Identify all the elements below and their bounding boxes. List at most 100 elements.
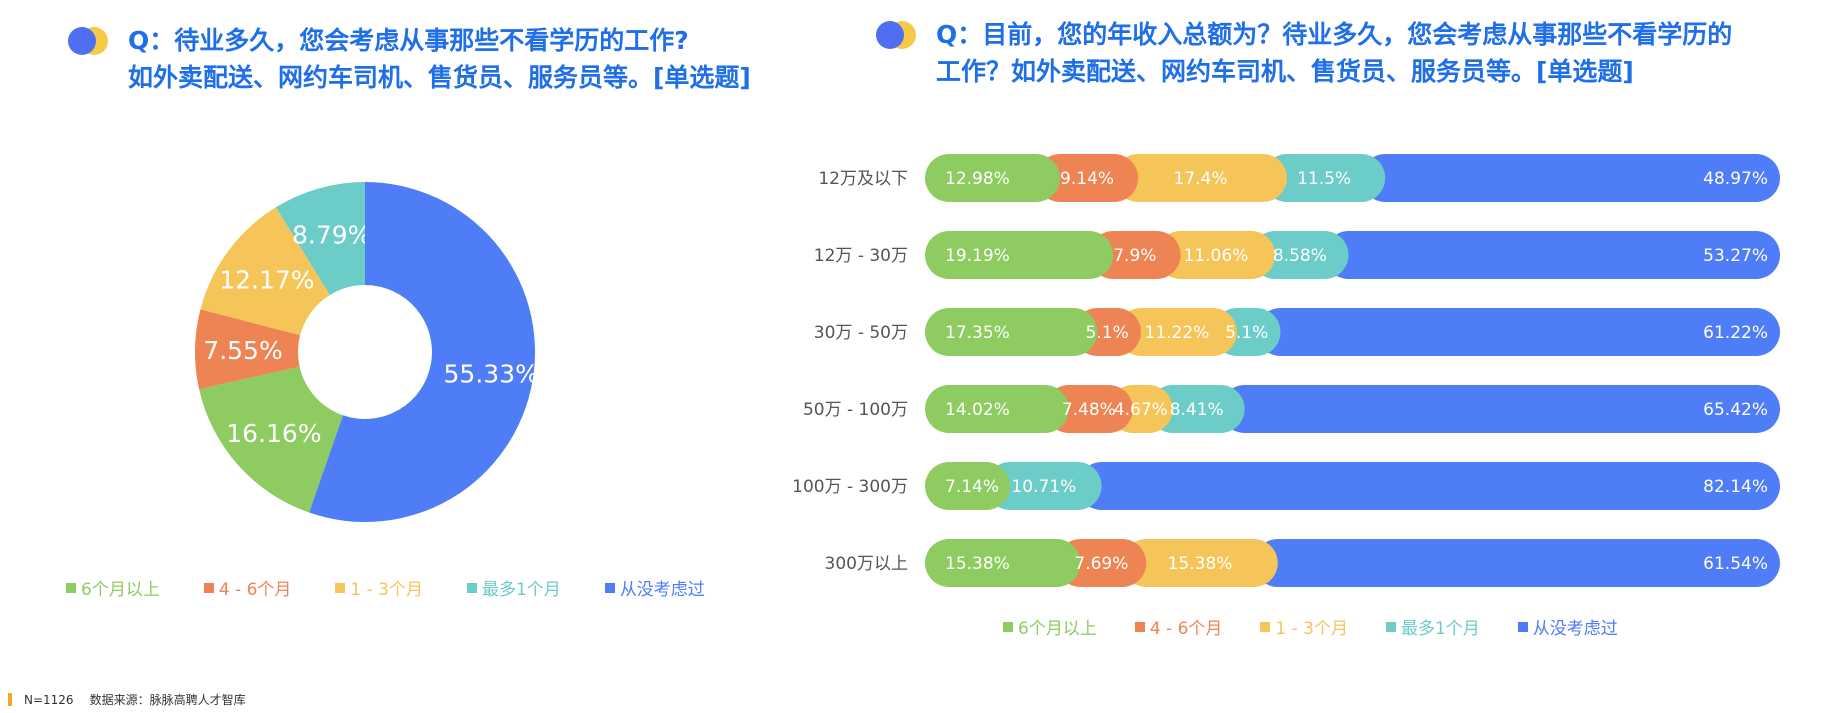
bar-value-label: 17.35% <box>945 323 1010 343</box>
pie-slice-label: 55.33% <box>444 359 539 388</box>
pie-slice-label: 16.16% <box>226 419 321 448</box>
pie-chart-title: Q：待业多久，您会考虑从事那些不看学历的工作? 如外卖配送、网约车司机、售货员、… <box>68 22 751 96</box>
pie-title-line1: Q：待业多久，您会考虑从事那些不看学历的工作? <box>128 26 689 55</box>
bar-segment <box>1122 539 1278 587</box>
legend-label: 4 - 6个月 <box>1149 619 1223 639</box>
bar-chart-title: Q：目前，您的年收入总额为？待业多久，您会考虑从事那些不看学历的 工作？如外卖配… <box>876 16 1732 90</box>
bar-segment <box>1116 308 1237 356</box>
bar-value-label: 7.9% <box>1113 246 1156 266</box>
pie-slice <box>200 207 330 336</box>
legend-swatch <box>1134 621 1145 632</box>
legend-swatch <box>1003 621 1013 632</box>
bar-segment <box>1256 308 1780 356</box>
pie-title-line2: 如外卖配送、网约车司机、售货员、服务员等。[单选题] <box>128 63 751 92</box>
legend-swatch <box>1385 621 1396 632</box>
category-label: 12万 - 30万 <box>814 246 908 266</box>
legend-swatch <box>604 582 615 593</box>
bar-value-label: 11.22% <box>1145 323 1210 343</box>
bar-value-label: 15.38% <box>1168 554 1233 574</box>
bar-value-label: 61.22% <box>1703 323 1768 343</box>
bar-value-label: 8.41% <box>1170 400 1224 420</box>
footer-accent-bar <box>8 693 12 706</box>
bar-value-label: 11.06% <box>1183 246 1248 266</box>
legend-label: 最多1个月 <box>481 580 561 600</box>
category-label: 30万 - 50万 <box>814 323 908 343</box>
legend-item: 最多1个月 <box>1385 614 1480 639</box>
bar-segment <box>1324 231 1780 279</box>
legend-item: 1 - 3个月 <box>335 575 423 600</box>
bar-value-label: 12.98% <box>945 169 1010 189</box>
legend-item: 1 - 3个月 <box>1260 614 1348 639</box>
bar-value-label: 19.19% <box>945 246 1010 266</box>
bar-value-label: 61.54% <box>1703 554 1768 574</box>
legend-item: 最多1个月 <box>466 575 561 600</box>
legend-swatch <box>1517 621 1528 632</box>
bar-value-label: 9.14% <box>1060 169 1114 189</box>
bar-segment <box>925 154 1060 202</box>
bar-value-label: 17.4% <box>1174 169 1228 189</box>
legend-label: 1 - 3个月 <box>1275 619 1348 639</box>
bar-segment <box>1253 539 1780 587</box>
bar-value-label: 8.58% <box>1273 246 1327 266</box>
footer: N=1126 数据来源：脉脉高聘人才智库 <box>8 691 246 708</box>
bar-segment <box>1262 154 1386 202</box>
legend-swatch <box>1260 621 1271 632</box>
pie-slice <box>309 182 535 522</box>
legend-swatch <box>203 582 214 593</box>
bar-value-label: 7.69% <box>1074 554 1128 574</box>
category-label: 100万 - 300万 <box>792 477 908 497</box>
bar-value-label: 5.1% <box>1086 323 1129 343</box>
bar-segment <box>1251 231 1349 279</box>
bar-segment <box>1156 231 1276 279</box>
bar-segment <box>1044 385 1133 433</box>
legend-item: 4 - 6个月 <box>1134 614 1223 639</box>
bar-segment <box>1114 154 1287 202</box>
bar-value-label: 15.38% <box>945 554 1010 574</box>
data-source: 数据来源：脉脉高聘人才智库 <box>89 693 246 707</box>
bar-value-label: 48.97% <box>1703 169 1768 189</box>
legend-item: 6个月以上 <box>1003 614 1097 639</box>
category-label: 300万以上 <box>825 554 908 574</box>
pie-slice-label: 7.55% <box>203 336 282 365</box>
bar-segment <box>986 462 1102 510</box>
legend-label: 最多1个月 <box>1400 619 1480 639</box>
category-label: 50万 - 100万 <box>803 400 908 420</box>
bar-segment <box>1056 539 1147 587</box>
legend-item: 6个月以上 <box>66 575 160 600</box>
bar-value-label: 5.1% <box>1225 323 1268 343</box>
bar-segment <box>1035 154 1139 202</box>
legend-item: 4 - 6个月 <box>203 575 292 600</box>
bar-segment <box>1220 385 1780 433</box>
brand-logo-icon <box>876 18 924 52</box>
legend-label: 从没考虑过 <box>619 580 705 600</box>
bar-value-label: 65.42% <box>1703 400 1768 420</box>
legend-item: 从没考虑过 <box>1517 614 1618 639</box>
category-label: 12万及以下 <box>818 169 908 189</box>
bar-segment <box>1089 231 1181 279</box>
bar-title-line1: Q：目前，您的年收入总额为？待业多久，您会考虑从事那些不看学历的 <box>936 20 1733 49</box>
bar-value-label: 10.71% <box>1011 477 1076 497</box>
legend-label: 1 - 3个月 <box>350 580 423 600</box>
bar-value-label: 14.02% <box>945 400 1010 420</box>
legend-swatch <box>466 582 477 593</box>
pie-slice <box>275 182 365 295</box>
legend-label: 6个月以上 <box>1018 619 1097 639</box>
bar-segment <box>1077 462 1780 510</box>
pie-legend: 6个月以上 4 - 6个月 1 - 3个月 最多1个月 从没考虑过 <box>66 575 749 600</box>
bar-value-label: 4.67% <box>1114 400 1168 420</box>
legend-item: 从没考虑过 <box>604 575 705 600</box>
pie-slice <box>199 366 343 513</box>
pie-slice-label: 8.79% <box>292 221 371 250</box>
bar-segment <box>925 308 1098 356</box>
bar-segment <box>925 231 1114 279</box>
legend-label: 4 - 6个月 <box>218 580 292 600</box>
sample-size: N=1126 <box>24 692 74 707</box>
pie-slice <box>195 309 301 390</box>
bar-value-label: 7.48% <box>1062 400 1116 420</box>
bar-value-label: 82.14% <box>1703 477 1768 497</box>
brand-logo-icon <box>68 24 116 58</box>
bar-segment <box>925 385 1069 433</box>
legend-label: 6个月以上 <box>81 580 160 600</box>
bar-title-line2: 工作？如外卖配送、网约车司机、售货员、服务员等。[单选题] <box>936 57 1634 86</box>
